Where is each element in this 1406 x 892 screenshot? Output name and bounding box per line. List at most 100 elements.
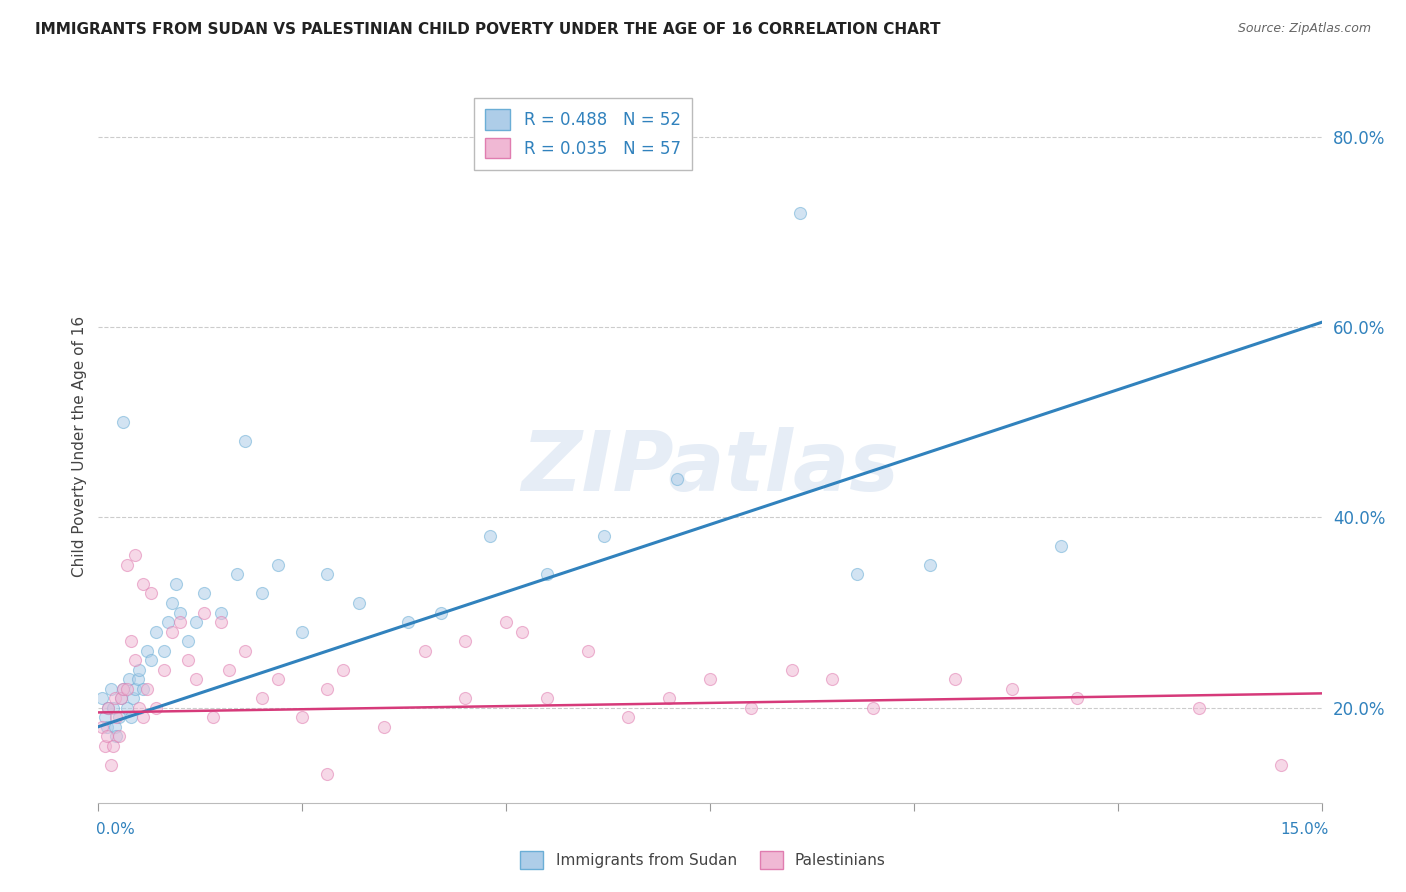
- Point: [108, 710, 131, 724]
- Point: [101, 739, 124, 753]
- Point: [1049, 539, 1071, 553]
- Point: [105, 710, 128, 724]
- Point: [267, 672, 290, 686]
- Point: [124, 653, 146, 667]
- Point: [699, 672, 721, 686]
- Point: [209, 615, 232, 629]
- Point: [132, 681, 155, 696]
- Point: [141, 586, 163, 600]
- Point: [94, 710, 117, 724]
- Point: [100, 681, 122, 696]
- Point: [97, 700, 120, 714]
- Point: [118, 672, 141, 686]
- Point: [666, 472, 689, 486]
- Point: [233, 643, 256, 657]
- Point: [115, 558, 138, 572]
- Point: [100, 757, 122, 772]
- Point: [91, 720, 114, 734]
- Point: [165, 577, 187, 591]
- Point: [193, 586, 215, 600]
- Point: [124, 681, 146, 696]
- Point: [576, 643, 599, 657]
- Point: [209, 606, 232, 620]
- Point: [91, 691, 114, 706]
- Point: [233, 434, 256, 449]
- Point: [186, 615, 208, 629]
- Point: [495, 615, 517, 629]
- Legend: R = 0.488   N = 52, R = 0.035   N = 57: R = 0.488 N = 52, R = 0.035 N = 57: [474, 97, 692, 169]
- Point: [845, 567, 868, 582]
- Point: [136, 681, 159, 696]
- Point: [536, 691, 558, 706]
- Point: [101, 700, 124, 714]
- Point: [536, 567, 558, 582]
- Point: [1066, 691, 1088, 706]
- Point: [111, 415, 134, 429]
- Point: [105, 729, 128, 743]
- Point: [97, 700, 120, 714]
- Point: [291, 624, 314, 639]
- Point: [120, 710, 142, 724]
- Point: [124, 549, 146, 563]
- Point: [136, 643, 159, 657]
- Point: [943, 672, 966, 686]
- Point: [110, 691, 132, 706]
- Point: [177, 653, 200, 667]
- Point: [152, 643, 174, 657]
- Point: [141, 653, 163, 667]
- Point: [430, 606, 453, 620]
- Point: [413, 643, 436, 657]
- Point: [96, 720, 118, 734]
- Text: 15.0%: 15.0%: [1281, 822, 1329, 837]
- Text: ZIPatlas: ZIPatlas: [522, 427, 898, 508]
- Point: [128, 700, 150, 714]
- Point: [478, 529, 501, 543]
- Point: [193, 606, 215, 620]
- Point: [920, 558, 942, 572]
- Point: [145, 624, 167, 639]
- Point: [132, 710, 155, 724]
- Point: [1188, 700, 1211, 714]
- Point: [226, 567, 249, 582]
- Point: [111, 681, 134, 696]
- Point: [315, 567, 337, 582]
- Point: [332, 663, 354, 677]
- Point: [454, 691, 477, 706]
- Text: 0.0%: 0.0%: [96, 822, 135, 837]
- Point: [156, 615, 179, 629]
- Point: [512, 624, 534, 639]
- Point: [111, 681, 134, 696]
- Point: [169, 606, 191, 620]
- Text: IMMIGRANTS FROM SUDAN VS PALESTINIAN CHILD POVERTY UNDER THE AGE OF 16 CORRELATI: IMMIGRANTS FROM SUDAN VS PALESTINIAN CHI…: [35, 22, 941, 37]
- Point: [617, 710, 640, 724]
- Point: [177, 634, 200, 648]
- Point: [145, 700, 167, 714]
- Point: [169, 615, 191, 629]
- Point: [267, 558, 290, 572]
- Point: [315, 767, 337, 781]
- Point: [152, 663, 174, 677]
- Point: [110, 691, 132, 706]
- Point: [658, 691, 681, 706]
- Point: [94, 739, 117, 753]
- Text: Source: ZipAtlas.com: Source: ZipAtlas.com: [1237, 22, 1371, 36]
- Point: [291, 710, 314, 724]
- Point: [821, 672, 844, 686]
- Point: [862, 700, 884, 714]
- Point: [1270, 757, 1292, 772]
- Point: [593, 529, 616, 543]
- Point: [740, 700, 762, 714]
- Point: [789, 206, 811, 220]
- Point: [373, 720, 395, 734]
- Point: [96, 729, 118, 743]
- Point: [160, 624, 183, 639]
- Point: [115, 700, 138, 714]
- Point: [121, 691, 143, 706]
- Point: [1001, 681, 1024, 696]
- Point: [186, 672, 208, 686]
- Point: [218, 663, 240, 677]
- Point: [104, 691, 127, 706]
- Point: [454, 634, 477, 648]
- Point: [127, 672, 149, 686]
- Point: [349, 596, 371, 610]
